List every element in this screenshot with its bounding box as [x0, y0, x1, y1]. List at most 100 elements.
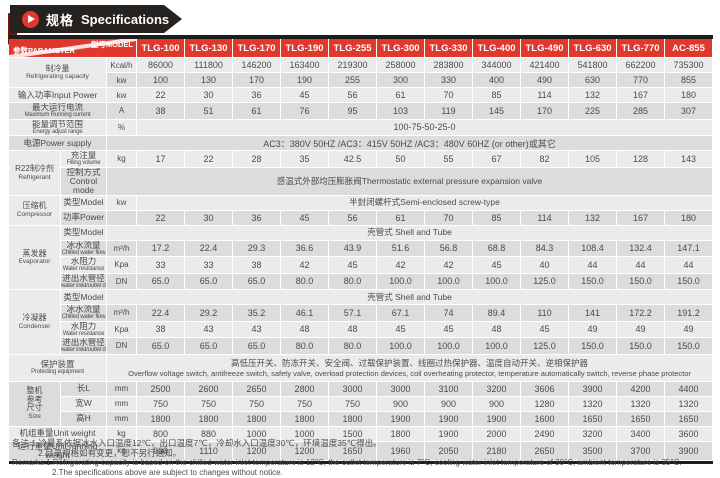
value-cell: 855	[665, 73, 714, 88]
value-cell: 2800	[281, 381, 330, 397]
value-cell: 67	[473, 151, 522, 168]
value-cell: 22	[185, 151, 234, 168]
table-corner-cell: 型号MODEL 参数PARAMETER	[9, 39, 138, 58]
row-group-label: 蒸发器 Evaporator	[9, 225, 61, 290]
corner-model-label: 型号MODEL	[90, 40, 134, 49]
value-cell: 56	[329, 88, 378, 103]
value-cell: 1500	[329, 426, 378, 442]
row-group-label: 整机 参考 尺寸 Size	[9, 381, 61, 427]
value-cell: 1320	[569, 396, 618, 412]
value-cell: 36	[233, 210, 282, 226]
value-cell: 43.9	[329, 240, 378, 257]
value-cell: 170	[233, 73, 282, 88]
value-cell: 132	[569, 88, 618, 103]
value-cell: 750	[233, 396, 282, 412]
value-cell: 300	[377, 73, 426, 88]
row-label: 运行重量Unit running weight	[9, 441, 107, 461]
value-cell: 85	[473, 210, 522, 226]
value-cell: 38	[233, 257, 282, 274]
value-cell: 45	[377, 321, 426, 338]
value-cell: 3900	[665, 441, 714, 461]
value-cell: 219300	[329, 58, 378, 73]
unit-cell	[107, 210, 138, 226]
span-value-cell: 100-75-50-25-0	[137, 119, 714, 136]
value-cell: 29.3	[233, 240, 282, 257]
value-cell: 128	[617, 151, 666, 168]
value-cell: 89.4	[473, 305, 522, 322]
value-cell: 74	[425, 305, 474, 322]
value-cell: 2650	[521, 441, 570, 461]
unit-cell: DN	[107, 338, 138, 355]
value-cell: 2000	[473, 426, 522, 442]
value-cell: 110	[521, 305, 570, 322]
value-cell: 191.2	[665, 305, 714, 322]
value-cell: 3200	[569, 426, 618, 442]
value-cell: 70	[425, 210, 474, 226]
value-cell: 4200	[617, 381, 666, 397]
value-cell: 147.1	[665, 240, 714, 257]
value-cell: 65.0	[137, 273, 186, 290]
value-cell: 84.3	[521, 240, 570, 257]
value-cell: 150.0	[665, 273, 714, 290]
value-cell: 130	[185, 73, 234, 88]
value-cell: 100.0	[425, 338, 474, 355]
value-cell: 800	[137, 426, 186, 442]
value-cell: 1280	[521, 396, 570, 412]
model-header-tlg-770: TLG-770	[617, 39, 666, 58]
span-value-cell: 高低压开关、防冻开关、安全阀、过载保护装置、线圈过热保护器、温度自动开关、逆相保…	[107, 354, 714, 382]
row-group-label: 冷凝器 Condenser	[9, 290, 61, 355]
value-cell: 1600	[521, 411, 570, 427]
value-cell: 38	[137, 103, 186, 120]
value-cell: 145	[473, 103, 522, 120]
row-label: 最大运行电流 Maximum Running current	[9, 103, 107, 120]
value-cell: 17.2	[137, 240, 186, 257]
model-header-tlg-300: TLG-300	[377, 39, 426, 58]
row-label: 功率Power	[61, 210, 107, 226]
value-cell: 2650	[233, 381, 282, 397]
span-value-cell: 壳管式 Shell and Tube	[107, 225, 714, 241]
value-cell: 30	[185, 210, 234, 226]
row-label: 类型Model	[61, 290, 107, 305]
unit-cell: DN	[107, 273, 138, 290]
value-cell: 1900	[473, 411, 522, 427]
value-cell: 42	[425, 257, 474, 274]
value-cell: 45	[425, 321, 474, 338]
unit-cell: mm	[107, 411, 138, 427]
value-cell: 38	[137, 321, 186, 338]
value-cell: 150.0	[569, 338, 618, 355]
section-banner: 规格 Specifications	[8, 4, 228, 45]
value-cell: 125.0	[521, 273, 570, 290]
value-cell: 86000	[137, 58, 186, 73]
model-header-tlg-170: TLG-170	[233, 39, 282, 58]
value-cell: 880	[185, 426, 234, 442]
value-cell: 150.0	[617, 338, 666, 355]
value-cell: 40	[521, 257, 570, 274]
value-cell: 1320	[665, 396, 714, 412]
value-cell: 150.0	[665, 338, 714, 355]
value-cell: 2490	[521, 426, 570, 442]
value-cell: 1200	[233, 441, 282, 461]
value-cell: 630	[569, 73, 618, 88]
corner-param-label: 参数PARAMETER	[13, 46, 75, 55]
span-value-cell: 壳管式 Shell and Tube	[107, 290, 714, 305]
value-cell: 42.5	[329, 151, 378, 168]
footnote-en-2: 2.The specifications above are subject t…	[52, 468, 283, 477]
span-value-cell: AC3：380V 50HZ /AC3：415V 50HZ /AC3：480V 6…	[107, 136, 714, 151]
value-cell: 285	[617, 103, 666, 120]
value-cell: 49	[617, 321, 666, 338]
unit-cell: mm	[107, 396, 138, 412]
section-title-zh: 规格	[46, 12, 75, 28]
value-cell: 45	[473, 257, 522, 274]
unit-cell: Kpa	[107, 257, 138, 274]
model-header-ac-855: AC-855	[665, 39, 714, 58]
value-cell: 1800	[329, 411, 378, 427]
value-cell: 51.6	[377, 240, 426, 257]
value-cell: 750	[281, 396, 330, 412]
value-cell: 1800	[185, 411, 234, 427]
value-cell: 900	[137, 441, 186, 461]
row-group-label: R22制冷剂 Refrigerant	[9, 151, 61, 196]
value-cell: 42	[281, 257, 330, 274]
value-cell: 1800	[233, 411, 282, 427]
banner-shape: 规格 Specifications	[10, 5, 182, 33]
value-cell: 105	[569, 151, 618, 168]
